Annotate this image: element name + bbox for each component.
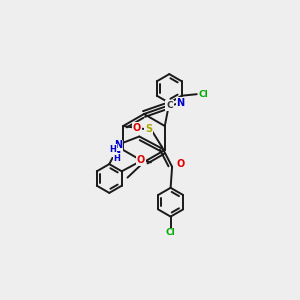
Text: S: S <box>145 124 152 134</box>
Text: H: H <box>110 145 117 154</box>
Text: O: O <box>176 159 184 170</box>
Text: C: C <box>166 101 173 110</box>
Text: O: O <box>137 155 145 165</box>
Text: Cl: Cl <box>166 228 176 237</box>
Text: O: O <box>133 123 141 133</box>
Text: N: N <box>112 146 121 157</box>
Text: Cl: Cl <box>199 90 208 99</box>
Text: N: N <box>176 98 185 108</box>
Text: N: N <box>114 140 122 151</box>
Text: H: H <box>113 154 120 163</box>
